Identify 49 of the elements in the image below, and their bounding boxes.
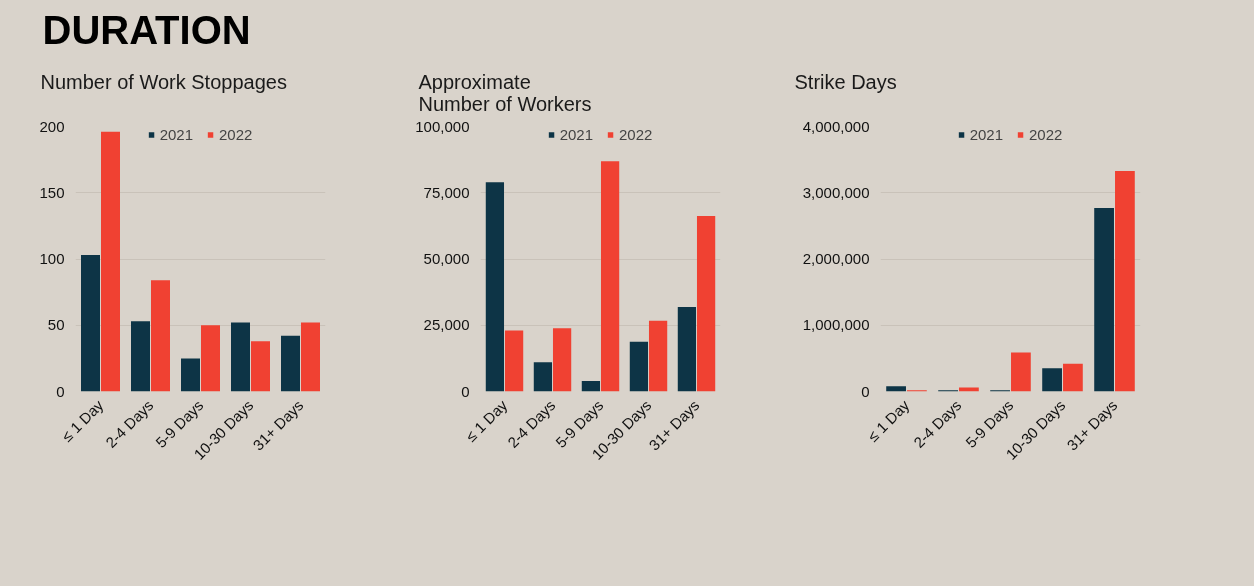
- bar: [151, 280, 170, 392]
- y-tick-label: 3,000,000: [802, 183, 870, 201]
- chart-subtitle: Number of Work Stoppages: [40, 70, 287, 93]
- bar: [231, 322, 250, 392]
- bar: [181, 358, 200, 392]
- bar: [886, 386, 906, 392]
- bar: [1115, 170, 1135, 392]
- y-tick-label: 1,000,000: [802, 316, 870, 334]
- chart-title: DURATION: [42, 7, 251, 52]
- legend-label: 2022: [619, 126, 653, 143]
- y-tick-label: 50,000: [423, 250, 470, 267]
- legend-label: 2021: [559, 126, 593, 143]
- bar: [677, 306, 697, 392]
- bar: [648, 320, 668, 392]
- y-tick-label: 25,000: [423, 316, 470, 334]
- legend-label: 2021: [159, 126, 193, 143]
- bar: [696, 216, 716, 392]
- y-tick-label: 100: [39, 250, 65, 267]
- bar: [533, 362, 553, 392]
- bar: [1063, 363, 1083, 392]
- bar: [251, 341, 270, 392]
- y-tick-label: 0: [461, 382, 470, 400]
- y-tick-label: 100,000: [415, 117, 470, 135]
- bar: [301, 322, 320, 392]
- legend-label: 2021: [969, 126, 1003, 143]
- y-tick-label: 4,000,000: [802, 117, 870, 135]
- y-tick-label: 200: [39, 117, 65, 135]
- bar: [552, 328, 572, 392]
- y-tick-label: 150: [39, 183, 65, 201]
- bar: [81, 255, 100, 392]
- bar: [281, 335, 300, 392]
- bar: [131, 321, 150, 392]
- bar: [600, 161, 620, 392]
- y-tick-label: 50: [47, 316, 65, 334]
- bar: [485, 182, 505, 392]
- legend-label: 2022: [1029, 126, 1063, 143]
- bar: [1042, 368, 1062, 392]
- y-tick-label: 2,000,000: [802, 250, 870, 267]
- bar: [101, 131, 120, 392]
- chart-subtitle: Strike Days: [794, 70, 897, 93]
- bar: [1011, 352, 1031, 392]
- y-tick-label: 75,000: [423, 183, 470, 201]
- bar: [581, 380, 601, 392]
- bar: [629, 341, 649, 392]
- bar: [504, 330, 524, 392]
- chart-subtitle: Approximate Number of Workers: [418, 70, 592, 115]
- bar: [1094, 207, 1114, 392]
- legend-label: 2022: [219, 126, 253, 143]
- bar: [201, 325, 220, 392]
